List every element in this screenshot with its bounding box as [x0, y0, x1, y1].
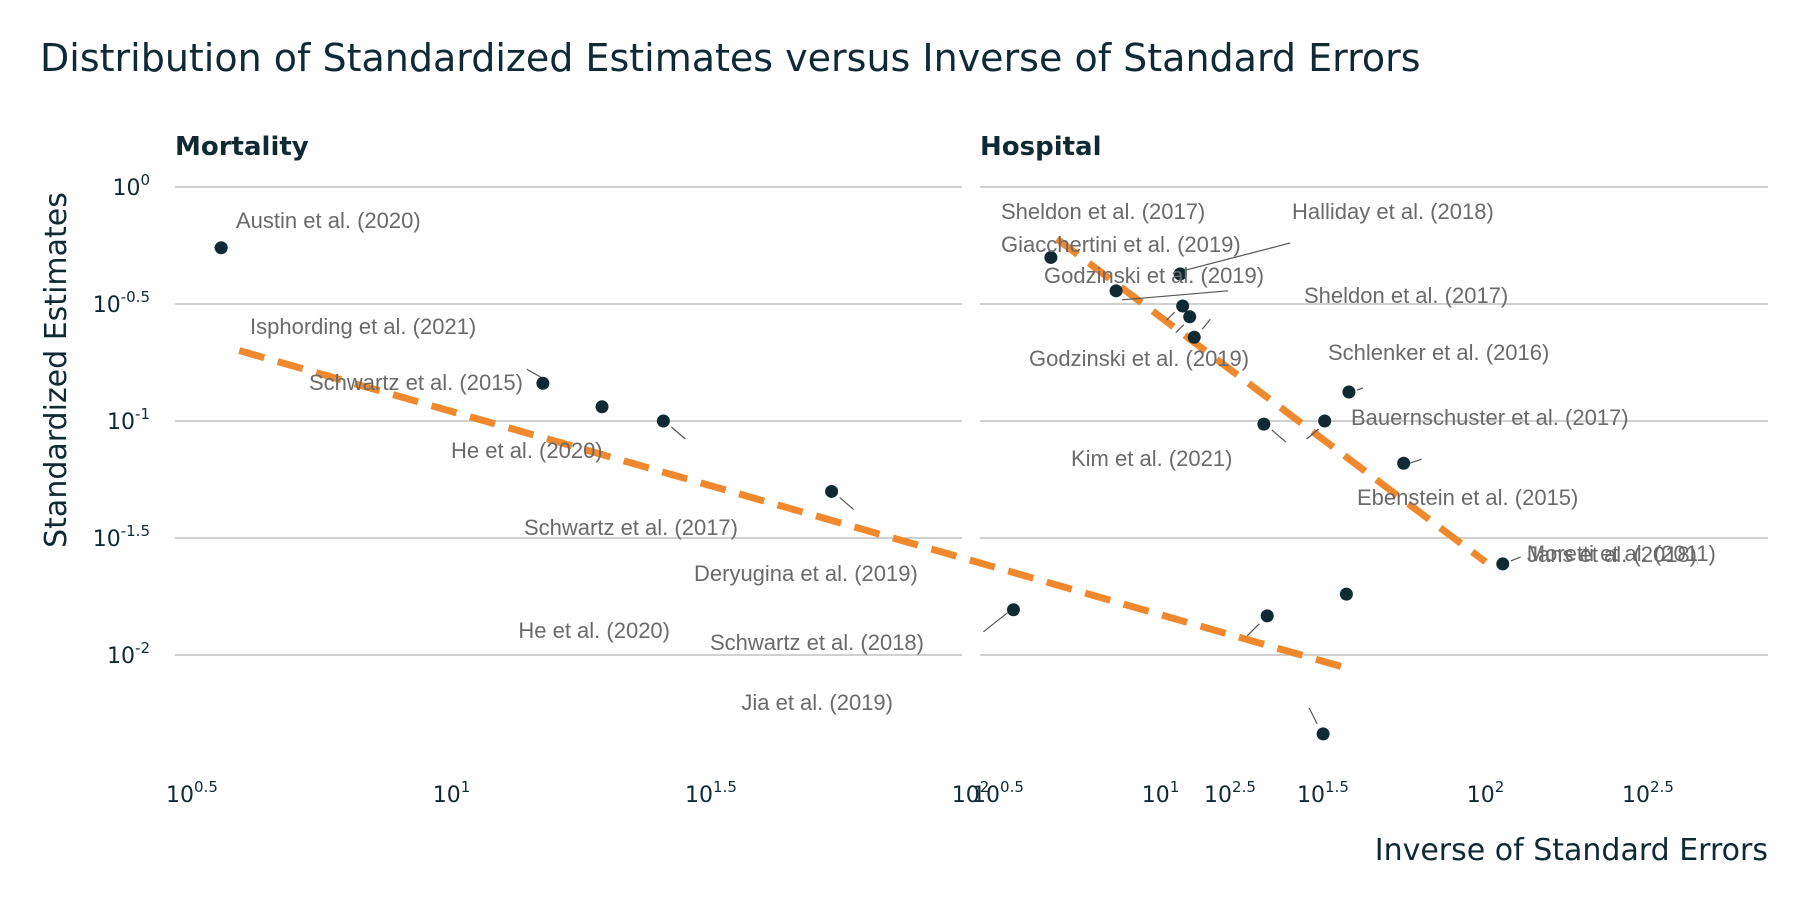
- label-leader: [526, 368, 542, 378]
- label-leader: [1356, 387, 1364, 391]
- point-label: Bauernschuster et al. (2017): [1351, 405, 1629, 430]
- point-label: Halliday et al. (2018): [1292, 199, 1494, 224]
- x-tick-label: 101.5: [685, 778, 737, 808]
- point-label: Moretti et al. (2011): [1527, 541, 1716, 566]
- point-label: Isphording et al. (2021): [250, 314, 476, 339]
- label-leader: [1175, 324, 1185, 334]
- point-label: Jans et al. (2018): [1527, 542, 1697, 567]
- point-label: Kim et al. (2021): [1071, 446, 1232, 471]
- data-point: [1397, 456, 1411, 470]
- label-leader: [1409, 458, 1422, 464]
- data-point: [1316, 727, 1330, 741]
- data-point: [1109, 284, 1123, 298]
- y-tick-label: 100: [112, 171, 150, 201]
- label-leader: [1271, 429, 1287, 443]
- panel-title-mortality: Mortality: [175, 132, 309, 162]
- point-label: Sheldon et al. (2017): [1001, 199, 1205, 224]
- label-leader: [1186, 242, 1291, 271]
- point-label: Sheldon et al. (2017): [1304, 283, 1508, 308]
- data-point: [825, 484, 839, 498]
- data-point: [1257, 417, 1271, 431]
- data-point: [595, 400, 609, 414]
- point-label: Giacchertini et al. (2019): [1001, 232, 1241, 257]
- data-point: [656, 414, 670, 428]
- fit-line: [238, 347, 1348, 672]
- label-leader: [839, 496, 855, 510]
- data-point: [1496, 557, 1510, 571]
- data-point: [1173, 267, 1187, 281]
- point-label: Godzinski et al. (2019): [1044, 263, 1264, 288]
- data-point: [1260, 609, 1274, 623]
- point-label: Schlenker et al. (2016): [1328, 340, 1549, 365]
- y-axis-label: Standardized Estimates: [39, 192, 74, 548]
- data-point: [1187, 330, 1201, 344]
- data-point: [1339, 587, 1353, 601]
- fit-lines: [238, 236, 1488, 672]
- y-tick-label: 10-2: [107, 639, 150, 669]
- gridlines: [175, 186, 1768, 656]
- label-leader: [1201, 318, 1211, 330]
- y-tick-label: 10-1.5: [93, 522, 150, 552]
- label-leader: [670, 426, 686, 440]
- data-point: [1176, 299, 1190, 313]
- x-tick-label: 101: [433, 778, 471, 808]
- x-tick-label: 102.5: [1204, 778, 1256, 808]
- panel-title-hospital: Hospital: [980, 132, 1102, 162]
- point-label: Jia et al. (2019): [741, 690, 893, 715]
- x-tick-label: 102.5: [1622, 778, 1674, 808]
- point-label: Schwartz et al. (2018): [710, 630, 924, 655]
- x-tick-label: 102: [1467, 778, 1505, 808]
- point-label: Austin et al. (2020): [236, 208, 421, 233]
- data-point: [1183, 310, 1197, 324]
- data-points: [214, 241, 1510, 741]
- label-leader: [1510, 556, 1521, 562]
- x-tick-label: 101: [1142, 778, 1180, 808]
- label-leader: [1246, 623, 1260, 637]
- point-label: He et al. (2020): [518, 618, 670, 643]
- point-label: He et al. (2020): [451, 438, 603, 463]
- y-tick-label: 10-1: [107, 405, 150, 435]
- label-leader: [1122, 290, 1229, 301]
- fit-line: [1054, 236, 1488, 565]
- point-label: Deryugina et al. (2019): [694, 561, 918, 586]
- x-tick-label: 102: [952, 778, 990, 808]
- data-point: [1342, 385, 1356, 399]
- data-point: [1318, 414, 1332, 428]
- point-label: Schwartz et al. (2015): [309, 370, 523, 395]
- point-labels: Austin et al. (2020) Isphording et al. (2…: [236, 199, 1716, 715]
- x-tick-label: 101.5: [1297, 778, 1349, 808]
- label-leader: [1306, 428, 1320, 440]
- data-point: [1044, 250, 1058, 264]
- x-axis-label: Inverse of Standard Errors: [1375, 833, 1768, 868]
- y-tick-label: 10-0.5: [93, 288, 150, 318]
- label-leader: [1166, 311, 1176, 321]
- x-tick-label: 100.5: [166, 778, 218, 808]
- x-tick-label: 100.5: [972, 778, 1024, 808]
- data-point: [536, 376, 550, 390]
- chart-title: Distribution of Standardized Estimates v…: [40, 36, 1421, 80]
- point-label: Schwartz et al. (2017): [524, 515, 738, 540]
- label-leader: [1308, 707, 1318, 725]
- label-leader: [983, 612, 1008, 633]
- point-label: Godzinski et al. (2019): [1029, 346, 1249, 371]
- point-label: Ebenstein et al. (2015): [1357, 485, 1578, 510]
- data-point: [1006, 603, 1020, 617]
- data-point: [214, 241, 228, 255]
